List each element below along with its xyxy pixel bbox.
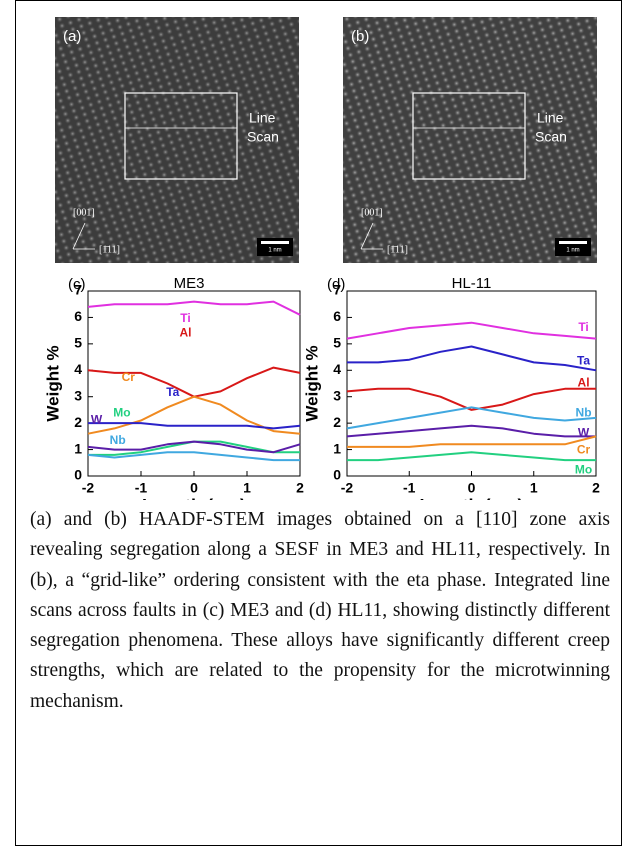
stem-image xyxy=(55,17,299,263)
series-line xyxy=(346,406,597,430)
series-label: W xyxy=(91,413,103,427)
series-line xyxy=(88,422,301,430)
line-scan-box xyxy=(124,92,238,180)
x-tick-label: -1 xyxy=(135,480,148,496)
series-label: Ta xyxy=(166,385,179,399)
y-tick-label: 6 xyxy=(74,308,82,324)
series-label: Cr xyxy=(577,442,591,456)
series-label: Mo xyxy=(575,463,592,477)
annotation: Scan xyxy=(535,129,567,145)
series-label: Ti xyxy=(180,311,190,325)
series-line xyxy=(87,366,301,398)
x-tick-label: 0 xyxy=(468,480,476,496)
x-tick-label: 2 xyxy=(592,480,600,496)
chart-title: HL-11 xyxy=(452,275,492,292)
axis-arrow xyxy=(72,222,86,250)
y-tick-label: 5 xyxy=(74,335,82,351)
y-tick-label: 3 xyxy=(74,387,82,403)
y-tick-label: 2 xyxy=(74,414,82,430)
x-tick-label: -2 xyxy=(82,480,95,496)
scale-bar-label: 1 nm xyxy=(566,248,579,254)
scale-bar xyxy=(559,241,587,244)
axis-label: [001] xyxy=(73,207,95,218)
y-axis-label: Weight % xyxy=(43,345,62,421)
annotation: Line xyxy=(537,110,564,126)
y-tick-label: 1 xyxy=(74,440,82,456)
series-label: Cr xyxy=(122,370,136,384)
scale-bar-label: 1 nm xyxy=(268,248,281,254)
line-scan-box xyxy=(412,92,526,180)
series-line xyxy=(87,300,301,316)
axis-label: [1̄11] xyxy=(387,244,408,255)
plot-area xyxy=(87,290,301,477)
series-label: Ti xyxy=(578,320,588,334)
y-tick-label: 0 xyxy=(74,467,82,483)
panel-label: (d) xyxy=(327,276,345,293)
chart-title: ME3 xyxy=(174,275,205,292)
stem-image xyxy=(343,17,597,263)
image-shade xyxy=(55,17,299,263)
x-tick-label: -2 xyxy=(341,480,354,496)
series-line xyxy=(347,345,597,372)
scale-bar xyxy=(261,241,289,244)
figure-frame xyxy=(15,0,622,846)
y-tick-label: 7 xyxy=(333,282,341,298)
series-line xyxy=(346,387,596,411)
series-label: Ta xyxy=(577,353,590,367)
x-tick-label: 1 xyxy=(243,480,251,496)
series-label: Al xyxy=(578,376,590,390)
y-tick-label: 1 xyxy=(333,440,341,456)
image-shade xyxy=(343,17,597,263)
y-axis-label: Weight % xyxy=(302,345,321,421)
x-tick-label: 2 xyxy=(296,480,304,496)
panel-label: (a) xyxy=(63,28,81,45)
x-tick-label: 0 xyxy=(190,480,198,496)
series-label: Al xyxy=(180,326,192,340)
x-tick-label: -1 xyxy=(403,480,416,496)
caption: (a) and (b) HAADF-STEM images obtained o… xyxy=(30,509,610,712)
series-line xyxy=(346,424,596,438)
series-label: Nb xyxy=(110,433,126,447)
series-line xyxy=(347,451,596,462)
series-label: W xyxy=(578,426,590,440)
annotation: Scan xyxy=(247,129,279,145)
y-tick-label: 5 xyxy=(333,335,341,351)
y-tick-label: 4 xyxy=(333,361,341,377)
plot-area xyxy=(346,290,597,477)
y-tick-label: 3 xyxy=(333,387,341,403)
x-axis-label: Length (nm) xyxy=(142,496,246,500)
series-label: Nb xyxy=(576,405,592,419)
series-label: Mo xyxy=(113,405,130,419)
panel-label: (b) xyxy=(351,28,369,45)
y-tick-label: 6 xyxy=(333,308,341,324)
panel-label: (c) xyxy=(68,276,86,293)
series-line xyxy=(346,321,597,340)
figure: (a) Line Scan [001] [1̄11] 1 nm (b) Line Scan [00… xyxy=(43,17,600,500)
x-axis-label: Length (nm) xyxy=(420,496,524,500)
y-tick-label: 0 xyxy=(333,467,341,483)
axis-label: [1̄11] xyxy=(99,244,120,255)
y-tick-label: 4 xyxy=(74,361,82,377)
axis-label: [001] xyxy=(361,207,383,218)
series-line xyxy=(87,440,301,454)
x-tick-label: 1 xyxy=(530,480,538,496)
y-tick-label: 7 xyxy=(74,282,82,298)
axis-arrow xyxy=(360,222,374,250)
series-line xyxy=(87,451,300,462)
series-line xyxy=(347,435,597,448)
annotation: Line xyxy=(249,110,276,126)
y-tick-label: 2 xyxy=(333,414,341,430)
